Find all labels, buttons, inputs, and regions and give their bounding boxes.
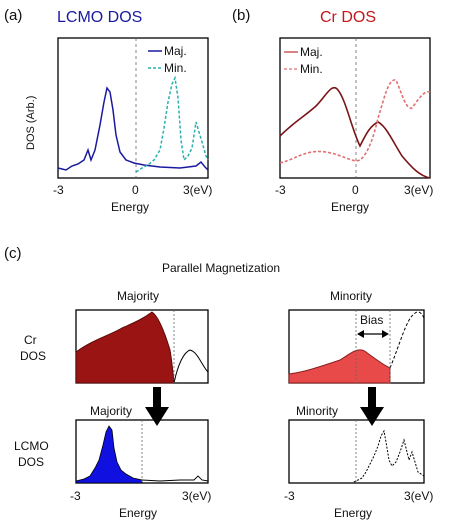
panel-c-left-xlabel: Energy (119, 506, 158, 520)
down-arrow-right-head (360, 407, 384, 426)
panel-a-title: LCMO DOS (57, 9, 143, 26)
panel-c-right-tick-3: 3(eV) (404, 489, 434, 503)
panel-c-left-tick-3: 3(eV) (182, 489, 212, 503)
panel-c-letter: (c) (4, 245, 22, 262)
lcmo-majority-filled (75, 425, 143, 484)
lcmo-minority-title: Minority (296, 404, 339, 418)
panel-b-frame (279, 37, 431, 179)
cr-majority-filled (75, 311, 175, 384)
panel-a-majority-curve (57, 86, 209, 171)
cr-majority-empty (173, 349, 209, 384)
panel-a-legend-min: Min. (164, 61, 187, 75)
panel-b-minority-curve (279, 79, 431, 164)
cr-dos-label-line2: DOS (20, 349, 47, 363)
bias-arrow-left-head (357, 330, 364, 338)
panel-a-tick-0: 0 (132, 183, 139, 197)
lcmo-minority-frame (288, 419, 425, 484)
down-arrow-right-shaft (368, 387, 376, 409)
panel-a-legend-maj: Maj. (164, 44, 187, 58)
panel-b-majority-curve (279, 86, 431, 179)
panel-a-minority-curve (135, 75, 209, 173)
cr-minority-title: Minority (330, 289, 373, 303)
panel-b-tick-0: 0 (352, 183, 359, 197)
lcmo-majority-title: Majority (90, 404, 133, 418)
panel-b-tick-neg3: -3 (275, 183, 286, 197)
panel-a-frame (57, 37, 209, 179)
panel-c-left-tick-neg3: -3 (70, 489, 81, 503)
cr-minority-filled (288, 349, 391, 384)
panel-b-xlabel: Energy (331, 200, 370, 214)
panel-c-right-xlabel: Energy (334, 506, 373, 520)
lcmo-dos-label-line2: DOS (18, 455, 45, 469)
panel-c-title: Parallel Magnetization (162, 261, 281, 275)
panel-b-title: Cr DOS (320, 9, 376, 26)
cr-minority-empty (389, 311, 425, 369)
panel-a-tick-neg3: -3 (53, 183, 64, 197)
panel-b-letter: (b) (232, 7, 251, 24)
bias-label: Bias (360, 313, 384, 327)
down-arrow-left-shaft (153, 387, 161, 409)
panel-c-right-tick-neg3: -3 (284, 489, 295, 503)
lcmo-majority-empty (141, 475, 209, 482)
panel-a-tick-3: 3(eV) (183, 183, 213, 197)
panel-a-xlabel: Energy (111, 200, 150, 214)
bias-arrow-right-head (382, 330, 389, 338)
panel-a-letter: (a) (4, 7, 23, 24)
down-arrow-left-head (145, 407, 169, 426)
cr-dos-label-line1: Cr (24, 333, 37, 347)
panel-b-legend-min: Min. (300, 62, 323, 76)
panel-b-legend-maj: Maj. (300, 45, 323, 59)
cr-majority-title: Majority (117, 289, 160, 303)
panel-b-tick-3: 3(eV) (404, 183, 434, 197)
lcmo-dos-label-line1: LCMO (14, 439, 49, 453)
lcmo-minority-curve (353, 429, 425, 483)
